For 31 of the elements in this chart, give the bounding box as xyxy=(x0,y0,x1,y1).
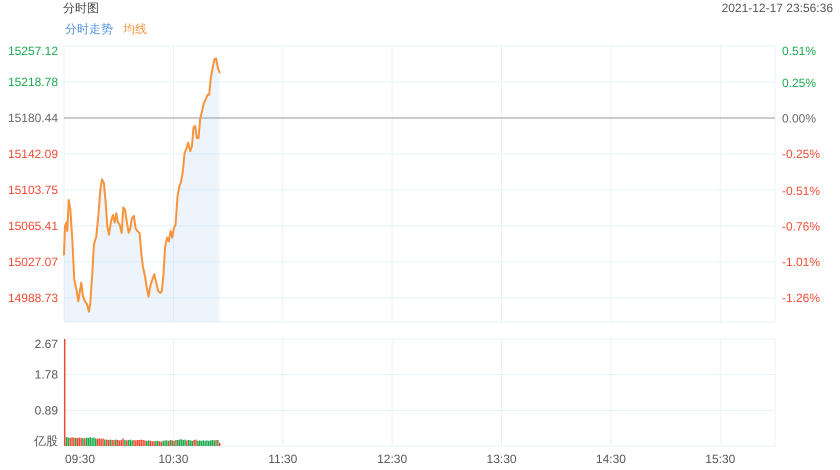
x-tick-label: 12:30 xyxy=(377,452,408,466)
y2-tick-label: -0.25% xyxy=(782,147,820,162)
y-tick-label: 15065.41 xyxy=(8,218,58,233)
text: 均线 xyxy=(122,22,147,36)
y2-tick-label: 0.25% xyxy=(782,76,816,90)
x-tick-label: 14:30 xyxy=(596,452,626,466)
y2-tick-label: 0.51% xyxy=(782,44,816,58)
x-tick-label: 13:30 xyxy=(486,452,517,466)
y-tick-label: 15103.75 xyxy=(8,182,58,197)
chart-title: 分时图 xyxy=(63,1,99,15)
x-tick-label: 11:30 xyxy=(268,452,298,466)
y-tick-label: 15142.09 xyxy=(8,146,58,161)
y2-tick-label: 0.00% xyxy=(782,112,816,126)
text: 2021-12-17 23:56:36 xyxy=(722,1,834,15)
x-tick-label: 15:30 xyxy=(705,452,736,466)
y-tick-label: 15180.44 xyxy=(8,110,58,125)
y-tick-label: 2.67 xyxy=(34,337,58,351)
text: 分时走势 xyxy=(65,22,113,36)
y-tick-label: 14988.73 xyxy=(8,290,58,305)
y2-tick-label: -1.01% xyxy=(782,255,820,270)
y-tick-label: 0.89 xyxy=(34,403,58,418)
x-tick-label: 10:30 xyxy=(158,452,189,466)
y-tick-label: 1.78 xyxy=(34,368,58,382)
y-tick-label: 15027.07 xyxy=(8,254,58,269)
y-tick-label: 15218.78 xyxy=(8,74,58,89)
y-tick-label: 亿股 xyxy=(33,434,58,448)
y-tick-label: 15257.12 xyxy=(8,44,58,58)
y2-tick-label: -1.26% xyxy=(782,290,820,305)
x-tick-label: 09:30 xyxy=(64,452,96,466)
y2-tick-label: -0.76% xyxy=(782,220,820,234)
y2-tick-label: -0.51% xyxy=(782,184,820,198)
